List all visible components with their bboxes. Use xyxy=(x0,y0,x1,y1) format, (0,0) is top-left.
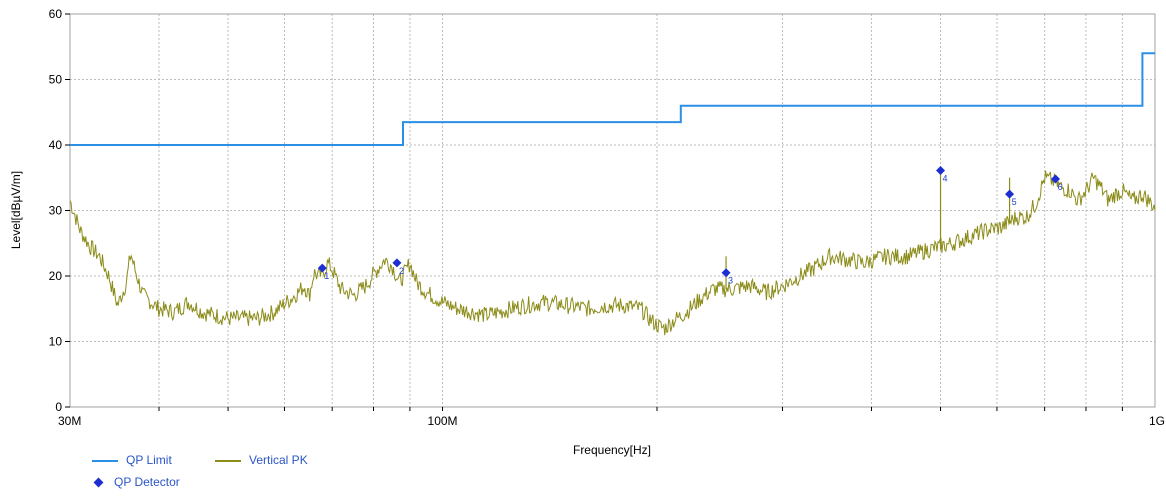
qp-detector-marker-4 xyxy=(936,166,946,176)
x-tick-label: 100M xyxy=(428,414,458,428)
y-tick-label: 10 xyxy=(49,335,63,349)
legend-item-qp-detector: QP Detector xyxy=(92,474,180,490)
qp-detector-label-4: 4 xyxy=(943,174,948,184)
marker-layer: 1 2 3 4 5 6 xyxy=(317,166,1063,286)
plot-grid xyxy=(70,13,1155,408)
series-vertical-pk-line xyxy=(69,170,1156,336)
y-tick-label: 60 xyxy=(49,7,63,21)
qp-detector-marker-6 xyxy=(1050,174,1060,184)
legend-item-qp-limit: QP Limit xyxy=(92,452,172,468)
x-axis-title: Frequency[Hz] xyxy=(573,443,651,457)
legend-label-qp-detector: QP Detector xyxy=(114,475,180,489)
qp-detector-marker-2 xyxy=(392,258,402,268)
x-tick-label: 1G xyxy=(1149,414,1165,428)
legend-item-vertical-pk: Vertical PK xyxy=(215,452,308,468)
qp-detector-marker-5 xyxy=(1005,189,1015,199)
qp-detector-marker-1 xyxy=(317,263,327,273)
y-axis-title: Level[dBµV/m] xyxy=(9,171,23,249)
legend-swatch-qp-detector xyxy=(93,477,104,488)
series-qp-limit-line xyxy=(70,52,1155,146)
qp-detector-label-5: 5 xyxy=(1012,197,1017,207)
y-tick-label: 0 xyxy=(55,400,62,414)
series-layer xyxy=(69,52,1156,336)
qp-detector-marker-3 xyxy=(721,268,731,278)
legend-label-qp-limit: QP Limit xyxy=(126,453,172,467)
qp-detector-label-1: 1 xyxy=(324,271,329,281)
y-tick-label: 20 xyxy=(49,269,63,283)
qp-detector-label-3: 3 xyxy=(728,276,733,286)
y-axis-ticks: 0 10 20 30 40 50 60 xyxy=(49,7,70,414)
qp-detector-label-6: 6 xyxy=(1057,182,1062,192)
plot-frame xyxy=(69,13,1156,408)
y-tick-label: 30 xyxy=(49,204,63,218)
qp-detector-label-2: 2 xyxy=(399,266,404,276)
legend-swatch-qp-limit xyxy=(92,459,118,462)
x-axis-ticks: 30M 100M 1G xyxy=(58,407,1165,428)
y-tick-label: 40 xyxy=(49,138,63,152)
legend-swatch-vertical-pk xyxy=(215,459,241,462)
legend-label-vertical-pk: Vertical PK xyxy=(249,453,308,467)
x-tick-label: 30M xyxy=(58,414,81,428)
y-tick-label: 50 xyxy=(49,73,63,87)
